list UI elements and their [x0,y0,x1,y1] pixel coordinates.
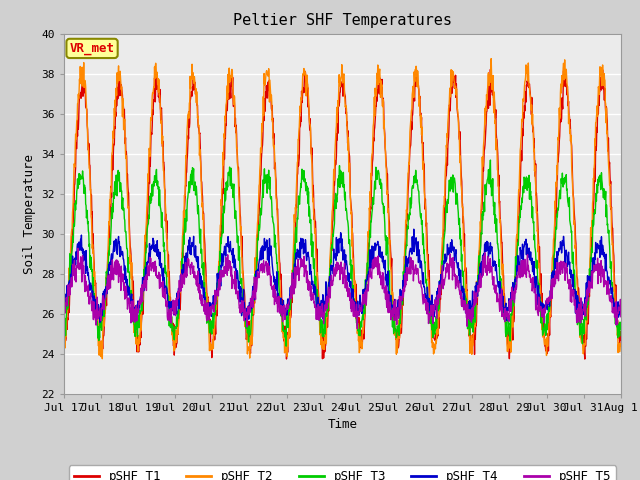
pSHF_T4 [617,299,625,304]
pSHF_T1 [551,220,559,226]
pSHF_T2 [184,111,192,117]
pSHF_T4 [96,320,104,325]
pSHF_T1 [246,347,254,353]
X-axis label: Time: Time [328,418,357,431]
pSHF_T2 [99,356,106,361]
pSHF_T5 [246,296,254,301]
pSHF_T4 [429,302,437,308]
pSHF_T5 [184,262,192,268]
pSHF_T3 [552,236,559,242]
pSHF_T5 [60,305,68,311]
pSHF_T1 [184,144,191,149]
pSHF_T1 [60,337,68,343]
pSHF_T1 [617,336,625,341]
pSHF_T5 [74,246,82,252]
pSHF_T4 [60,303,68,309]
pSHF_T1 [581,356,589,362]
pSHF_T5 [353,326,361,332]
pSHF_T3 [170,337,178,343]
Y-axis label: Soil Temperature: Soil Temperature [23,154,36,274]
pSHF_T2 [246,345,254,351]
pSHF_T4 [246,309,254,314]
pSHF_T5 [502,313,510,319]
pSHF_T2 [502,323,510,328]
pSHF_T1 [170,352,178,358]
pSHF_T5 [552,281,559,287]
Line: pSHF_T2: pSHF_T2 [64,59,621,359]
pSHF_T2 [60,337,68,343]
pSHF_T3 [60,337,68,343]
pSHF_T2 [487,56,495,61]
Line: pSHF_T4: pSHF_T4 [64,229,621,323]
pSHF_T1 [486,67,494,72]
pSHF_T3 [282,343,290,349]
Line: pSHF_T3: pSHF_T3 [64,160,621,346]
Line: pSHF_T1: pSHF_T1 [64,70,621,359]
pSHF_T5 [171,307,179,313]
pSHF_T4 [410,226,418,232]
pSHF_T4 [552,265,559,271]
pSHF_T2 [617,343,625,349]
pSHF_T3 [617,326,625,332]
pSHF_T5 [617,314,625,320]
pSHF_T2 [552,206,559,212]
Text: VR_met: VR_met [70,42,115,55]
pSHF_T1 [429,320,436,325]
pSHF_T4 [184,246,192,252]
pSHF_T3 [184,194,191,200]
Legend: pSHF_T1, pSHF_T2, pSHF_T3, pSHF_T4, pSHF_T5: pSHF_T1, pSHF_T2, pSHF_T3, pSHF_T4, pSHF… [68,465,616,480]
pSHF_T3 [502,319,510,325]
Title: Peltier SHF Temperatures: Peltier SHF Temperatures [233,13,452,28]
Line: pSHF_T5: pSHF_T5 [64,249,621,329]
pSHF_T2 [171,347,179,352]
pSHF_T1 [502,319,509,324]
pSHF_T3 [246,332,254,338]
pSHF_T2 [429,340,437,346]
pSHF_T3 [429,332,437,338]
pSHF_T4 [171,307,179,312]
pSHF_T5 [429,306,437,312]
pSHF_T3 [486,157,494,163]
pSHF_T4 [502,311,510,317]
